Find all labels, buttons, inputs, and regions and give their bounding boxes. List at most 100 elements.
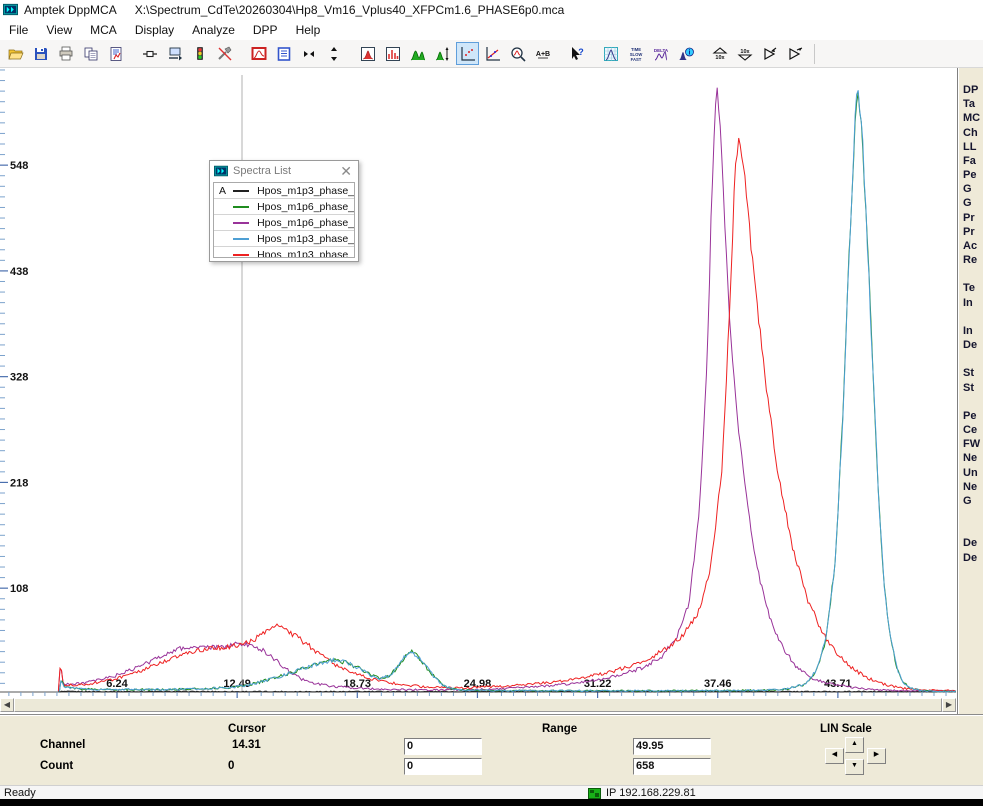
info-list-icon[interactable]: [272, 42, 295, 65]
app-logo-icon: [3, 2, 18, 17]
spectrum-trace-4: [59, 90, 956, 692]
scale-down-button[interactable]: ▼: [845, 759, 864, 775]
menu-mca[interactable]: MCA: [81, 21, 126, 39]
spectrum-color-swatch: [233, 206, 250, 208]
info-panel-label: St: [963, 382, 974, 396]
y-tick-label: 218: [10, 477, 28, 489]
spectrum-plot-area[interactable]: 6.2412.4918.7324.9831.2237.4643.71108218…: [0, 68, 956, 714]
report-icon[interactable]: [104, 42, 127, 65]
grid-peak-icon[interactable]: [599, 42, 622, 65]
range-channel-low-input[interactable]: 0: [404, 738, 482, 755]
menu-analyze[interactable]: Analyze: [183, 21, 244, 39]
scrollbar-thumb[interactable]: [14, 698, 942, 712]
info-panel-label: Ac: [963, 240, 977, 254]
acquisition-traffic-light-icon[interactable]: [188, 42, 211, 65]
y-tick-label: 328: [10, 372, 28, 384]
peak-info-icon[interactable]: i: [674, 42, 697, 65]
svg-text:?: ?: [578, 47, 584, 57]
scroll-right-arrow-icon[interactable]: ▶: [942, 698, 956, 712]
spectrum-color-swatch: [233, 190, 250, 192]
info-panel-label: G: [963, 183, 972, 197]
sum-a-plus-b-icon[interactable]: A+B: [531, 42, 554, 65]
range-count-low-input[interactable]: 0: [404, 758, 482, 775]
spectrum-name: Hpos_m1p6_phase_: [257, 217, 354, 229]
scale-up-10x-icon[interactable]: 10x: [708, 42, 731, 65]
spectrum-color-swatch: [233, 238, 250, 240]
expand-horizontal-icon[interactable]: [297, 42, 320, 65]
info-panel-label: Pr: [963, 226, 975, 240]
x-tick-label: 37.46: [704, 678, 732, 690]
scale-down-10x-icon[interactable]: 10x: [733, 42, 756, 65]
spectra-list-titlebar[interactable]: Spectra List ✕: [210, 161, 358, 181]
help-pointer-icon[interactable]: ?: [565, 42, 588, 65]
cursor-channel-value: 14.31: [232, 739, 261, 751]
menu-file[interactable]: File: [0, 21, 37, 39]
histogram-box-icon[interactable]: [381, 42, 404, 65]
expand-vertical-icon[interactable]: [322, 42, 345, 65]
info-panel-label: FW: [963, 438, 980, 452]
spectrum-color-swatch: [233, 222, 250, 224]
peaks-view-icon[interactable]: [406, 42, 429, 65]
spectra-list-row[interactable]: AHpos_m1p3_phase_: [214, 183, 354, 199]
dots-plot-icon[interactable]: [456, 42, 479, 65]
configure-icon[interactable]: [213, 42, 236, 65]
roi-arrow-left-icon[interactable]: [758, 42, 781, 65]
menu-view[interactable]: View: [37, 21, 81, 39]
plot-horizontal-scrollbar[interactable]: ◀ ▶: [0, 698, 956, 712]
peak-autoscale-icon[interactable]: [431, 42, 454, 65]
zoom-box-icon[interactable]: [356, 42, 379, 65]
menu-dpp[interactable]: DPP: [244, 21, 287, 39]
spectra-list-icon: [214, 164, 228, 178]
info-panel-label: De: [963, 552, 977, 566]
scale-up-button[interactable]: ▲: [845, 737, 864, 753]
close-icon[interactable]: ✕: [338, 164, 354, 178]
info-panel-label: Pe: [963, 169, 976, 183]
scale-right-button[interactable]: ▶: [867, 748, 886, 764]
copy-icon[interactable]: [79, 42, 102, 65]
scale-left-button[interactable]: ◀: [825, 748, 844, 764]
scroll-left-arrow-icon[interactable]: ◀: [0, 698, 14, 712]
roi-arrow-right-icon[interactable]: [783, 42, 806, 65]
menu-bar: FileViewMCADisplayAnalyzeDPPHelp: [0, 19, 983, 40]
open-file-icon[interactable]: [4, 42, 27, 65]
x-tick-label: 43.71: [824, 678, 852, 690]
device-download-icon[interactable]: [163, 42, 186, 65]
spectrum-plot[interactable]: 6.2412.4918.7324.9831.2237.4643.71108218…: [0, 68, 956, 698]
line-fit-icon[interactable]: [481, 42, 504, 65]
info-panel-label: De: [963, 537, 977, 551]
spectrum-name: Hpos_m1p3_phase_: [257, 249, 354, 259]
time-slow-fast-icon[interactable]: TIMESLOWFAST: [624, 42, 647, 65]
range-count-high-input[interactable]: 658: [633, 758, 711, 775]
bottom-control-panel: Cursor Channel 14.31 Count 0 0 0 Range 4…: [0, 714, 983, 786]
print-icon[interactable]: [54, 42, 77, 65]
display-spectrum-icon[interactable]: [247, 42, 270, 65]
svg-text:i: i: [688, 49, 690, 56]
spectra-list-row[interactable]: Hpos_m1p6_phase_: [214, 199, 354, 215]
info-panel-label: Ne: [963, 452, 977, 466]
range-channel-high-input[interactable]: 49.95: [633, 738, 711, 755]
info-panel-label: DP: [963, 84, 978, 98]
spectra-list-row[interactable]: Hpos_m1p3_phase_: [214, 231, 354, 247]
delta-icon[interactable]: DELTA: [649, 42, 672, 65]
info-panel: DPTaMCChLLFaPeGGPrPrAcReTeInInDeStStPeCe…: [957, 68, 983, 714]
menu-display[interactable]: Display: [126, 21, 183, 39]
spectrum-trace-2: [59, 93, 956, 692]
cursor-count-value: 0: [228, 760, 234, 772]
file-path: X:\Spectrum_CdTe\20260304\Hp8_Vm16_Vplus…: [135, 3, 565, 17]
info-panel-label: Re: [963, 254, 977, 268]
info-panel-label: Ce: [963, 424, 977, 438]
spectra-list-row[interactable]: Hpos_m1p6_phase_: [214, 215, 354, 231]
save-file-icon[interactable]: [29, 42, 52, 65]
spectra-list-window[interactable]: Spectra List ✕ AHpos_m1p3_phase_Hpos_m1p…: [209, 160, 359, 262]
zoom-region-icon[interactable]: [506, 42, 529, 65]
bottom-black-strip: [0, 799, 983, 806]
svg-text:10x: 10x: [740, 49, 750, 55]
spectra-list-row[interactable]: Hpos_m1p3_phase_: [214, 247, 354, 258]
info-panel-label: MC: [963, 112, 980, 126]
connect-icon[interactable]: [138, 42, 161, 65]
network-status-icon: [588, 788, 601, 799]
info-panel-label: Fa: [963, 155, 976, 169]
app-title: Amptek DppMCA: [24, 3, 117, 17]
menu-help[interactable]: Help: [287, 21, 330, 39]
spectrum-name: Hpos_m1p3_phase_: [257, 233, 354, 245]
